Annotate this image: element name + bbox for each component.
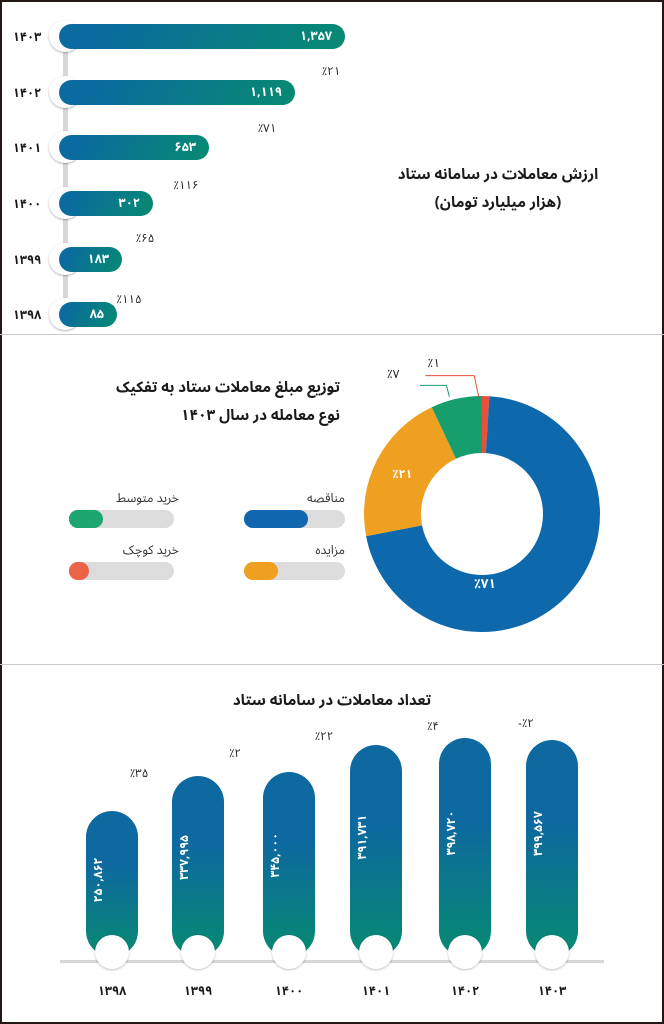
svg-text:٪۷: ٪۷ [387,362,400,387]
svg-text:٪۱: ٪۱ [427,351,440,376]
svg-text:٪۷۱: ٪۷۱ [474,570,496,598]
svg-text:٪۲۱: ٪۲۱ [392,462,412,487]
